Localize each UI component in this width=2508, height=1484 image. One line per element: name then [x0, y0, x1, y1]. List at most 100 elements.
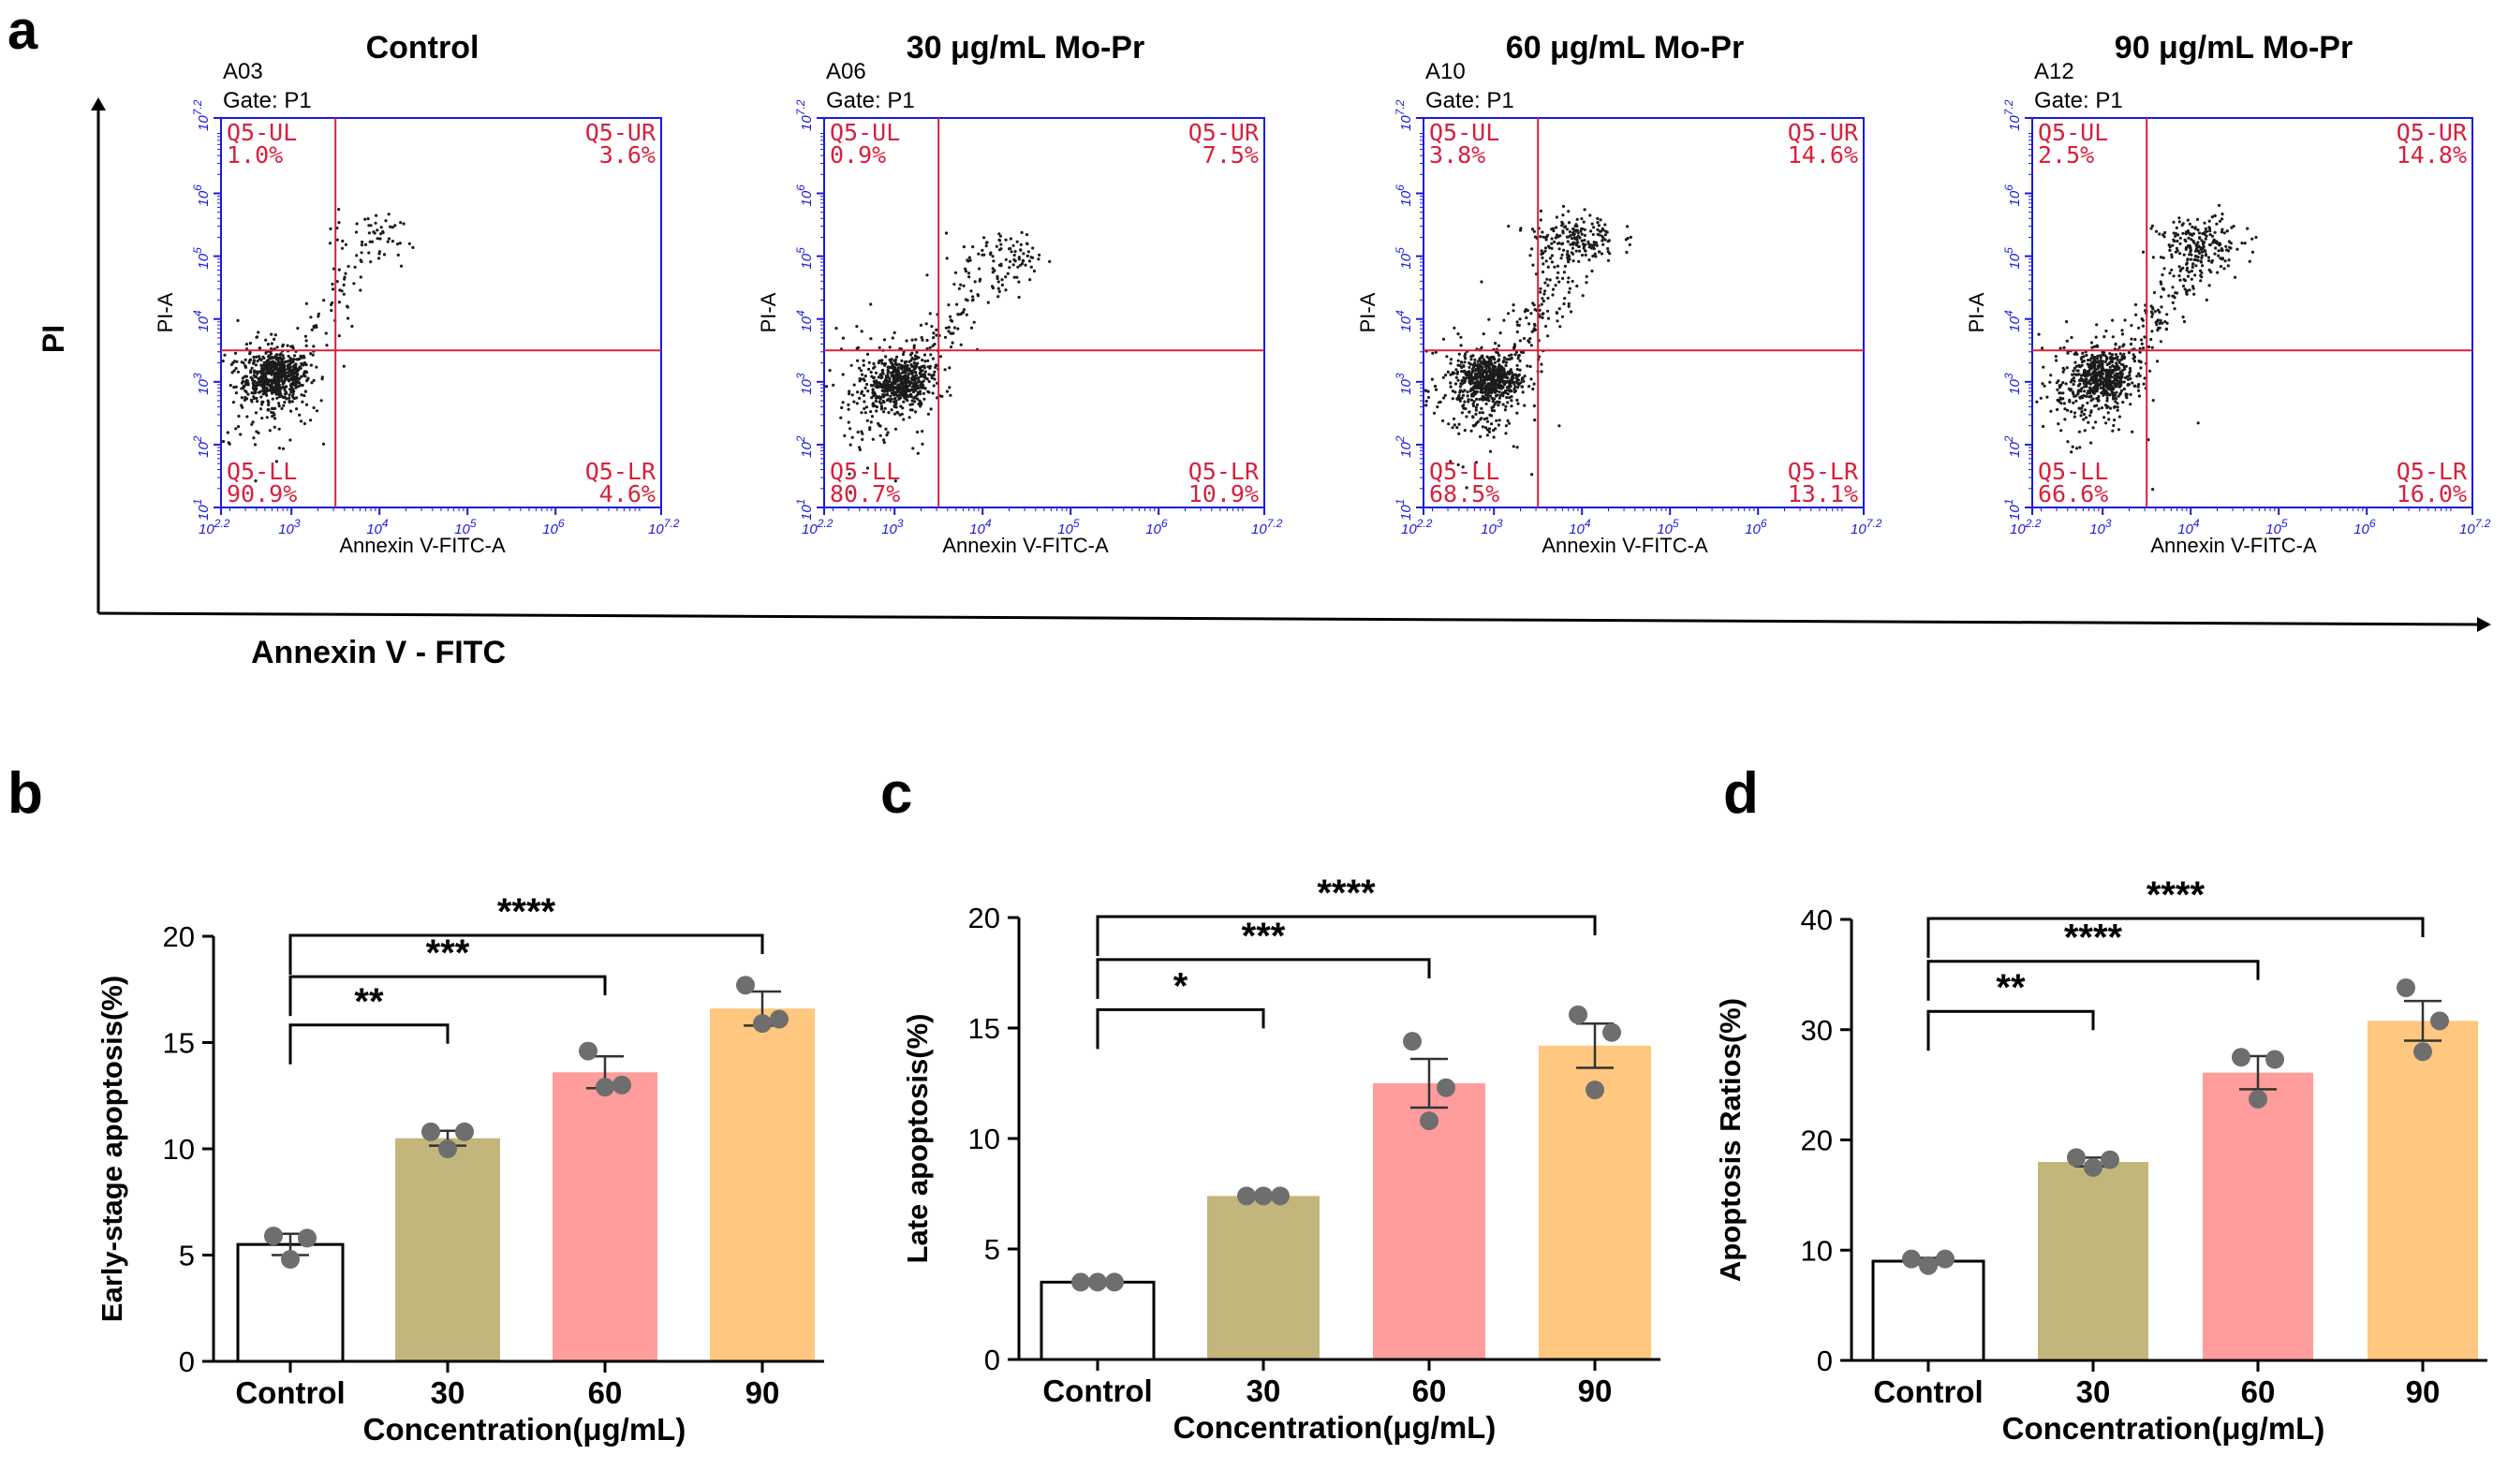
- cell-dot: [1513, 353, 1517, 357]
- cell-dot: [1497, 344, 1500, 347]
- cell-dot: [1477, 381, 1481, 385]
- cell-dot: [1629, 235, 1632, 239]
- y-tick-label: 104: [2002, 310, 2023, 332]
- cell-dot: [272, 406, 275, 411]
- data-point: [1602, 1022, 1621, 1042]
- cell-dot: [962, 284, 966, 287]
- y-tick-label: 105: [1394, 247, 1414, 270]
- cell-dot: [276, 378, 280, 382]
- cell-dot: [2188, 288, 2191, 292]
- cell-dot: [841, 373, 845, 376]
- cell-dot: [1520, 378, 1524, 382]
- cell-dot: [2189, 250, 2192, 254]
- cell-dot: [1476, 360, 1480, 363]
- cell-dot: [924, 322, 928, 326]
- cell-dot: [884, 355, 888, 359]
- cell-dot: [2131, 430, 2134, 433]
- x-tick-label: 104: [366, 517, 389, 537]
- cell-dot: [1011, 243, 1015, 247]
- cell-dot: [2142, 382, 2146, 386]
- cell-dot: [295, 407, 299, 411]
- cell-dot: [2243, 242, 2247, 245]
- cell-dot: [1483, 426, 1488, 430]
- cell-dot: [869, 370, 873, 375]
- cell-dot: [856, 390, 860, 394]
- cell-dot: [1480, 406, 1483, 410]
- cell-dot: [900, 392, 904, 396]
- cell-dot: [1580, 232, 1584, 236]
- cell-dot: [2148, 369, 2152, 373]
- cell-dot: [2204, 237, 2207, 241]
- cell-dot: [2240, 242, 2244, 245]
- cell-dot: [2205, 234, 2208, 238]
- bar: [1040, 1280, 1156, 1361]
- cell-dot: [281, 447, 286, 450]
- cell-dot: [287, 373, 290, 377]
- cell-dot: [1462, 364, 1466, 368]
- cell-dot: [1503, 372, 1507, 375]
- cell-dot: [1582, 246, 1586, 250]
- cell-dot: [2187, 243, 2191, 247]
- cell-dot: [1027, 259, 1032, 263]
- cell-dot: [2174, 291, 2177, 295]
- cell-dot: [1505, 396, 1509, 400]
- cell-dot: [921, 364, 924, 368]
- cell-dot: [288, 357, 292, 360]
- cell-dot: [945, 257, 949, 260]
- cell-dot: [1449, 381, 1453, 385]
- cell-dot: [890, 397, 893, 401]
- cell-dot: [2065, 339, 2069, 343]
- data-point: [2067, 1148, 2086, 1168]
- cell-dot: [2058, 400, 2061, 404]
- cell-dot: [2116, 358, 2119, 361]
- cell-dot: [880, 406, 884, 410]
- cell-dot: [966, 258, 969, 262]
- cell-dot: [858, 379, 862, 383]
- cell-dot: [1481, 425, 1484, 429]
- cell-dot: [2133, 337, 2137, 342]
- cell-dot: [243, 358, 247, 361]
- x-tick-label: 103: [1481, 517, 1503, 537]
- cell-dot: [1006, 272, 1010, 275]
- cell-dot: [890, 374, 893, 377]
- cell-dot: [947, 303, 951, 307]
- cell-dot: [2088, 365, 2091, 369]
- cell-dot: [2199, 247, 2203, 251]
- cell-dot: [231, 401, 235, 404]
- cell-dot: [2141, 324, 2145, 328]
- cell-dot: [856, 430, 860, 434]
- cell-dot: [2220, 228, 2224, 231]
- cell-dot: [280, 406, 284, 410]
- cell-dot: [1512, 309, 1515, 313]
- cell-dot: [2157, 326, 2161, 331]
- cell-dot: [908, 353, 913, 357]
- significance-bracket: [1096, 1007, 1265, 1050]
- data-point: [281, 1250, 300, 1270]
- cell-dot: [262, 360, 266, 364]
- cell-dot: [2192, 241, 2196, 244]
- cell-dot: [1561, 231, 1565, 235]
- cell-dot: [2058, 346, 2062, 350]
- cell-dot: [379, 232, 383, 236]
- cell-dot: [1530, 228, 1535, 231]
- flow-plot-title: 90 μg/mL Mo-Pr: [2115, 30, 2353, 66]
- cell-dot: [277, 376, 281, 380]
- cell-dot: [973, 280, 977, 284]
- cell-dot: [1557, 424, 1561, 428]
- cell-dot: [302, 421, 306, 426]
- cell-dot: [340, 289, 344, 293]
- cell-dot: [2086, 401, 2089, 404]
- cell-dot: [2189, 257, 2192, 261]
- cell-dot: [1471, 416, 1475, 419]
- cell-dot: [1500, 387, 1504, 390]
- cell-dot: [2090, 353, 2094, 357]
- cell-dot: [2074, 399, 2078, 403]
- cell-dot: [2065, 366, 2069, 370]
- cell-dot: [945, 389, 950, 393]
- cell-dot: [2182, 253, 2186, 257]
- y-tick-label: 0: [984, 1344, 1000, 1376]
- cell-dot: [858, 448, 863, 451]
- cell-dot: [986, 301, 990, 304]
- cell-dot: [227, 441, 230, 445]
